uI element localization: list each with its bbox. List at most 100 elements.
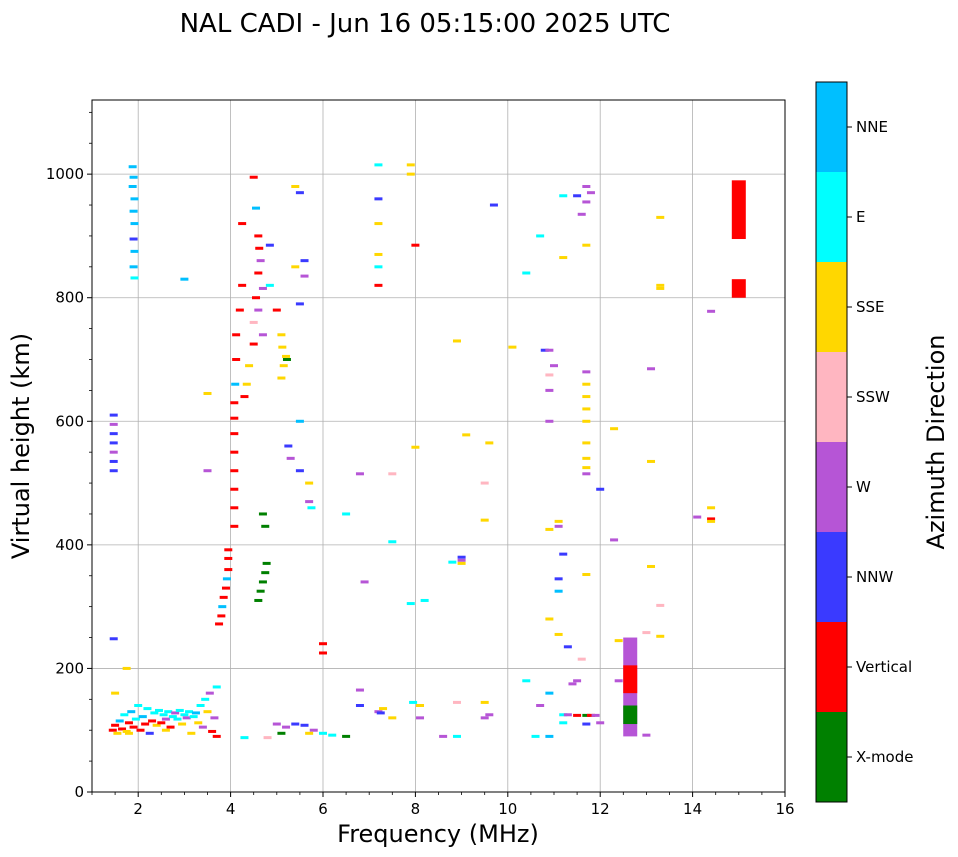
echo-point xyxy=(124,721,133,725)
echo-point xyxy=(109,422,118,426)
echo-point xyxy=(582,395,591,399)
echo-point xyxy=(388,472,397,476)
echo-point xyxy=(120,713,129,717)
echo-point xyxy=(230,416,239,420)
echo-point xyxy=(130,249,139,253)
echo-point xyxy=(187,731,196,735)
echo-point xyxy=(230,432,239,436)
echo-point xyxy=(379,707,388,711)
echo-point xyxy=(480,481,489,485)
echo-point xyxy=(374,163,383,167)
echo-point xyxy=(522,271,531,275)
colorbar-segment xyxy=(816,352,847,442)
echo-point xyxy=(559,256,568,260)
echo-point xyxy=(374,222,383,226)
x-tick-label: 12 xyxy=(591,800,610,818)
echo-point xyxy=(577,657,586,661)
echo-point xyxy=(198,725,207,729)
echo-point xyxy=(577,212,586,216)
echo-point xyxy=(642,631,651,635)
echo-point xyxy=(205,691,214,695)
echo-bar xyxy=(731,279,746,298)
echo-point xyxy=(462,433,471,437)
x-tick-label: 4 xyxy=(226,800,236,818)
echo-point xyxy=(328,733,337,737)
echo-point xyxy=(586,713,595,717)
echo-point xyxy=(129,725,138,729)
echo-point xyxy=(130,222,139,226)
echo-point xyxy=(238,283,247,287)
echo-point xyxy=(485,713,494,717)
chart-title: NAL CADI - Jun 16 05:15:00 2025 UTC xyxy=(180,9,671,39)
echo-point xyxy=(300,259,309,263)
y-tick-label: 600 xyxy=(55,412,84,430)
echo-point xyxy=(152,723,161,727)
echo-point xyxy=(161,717,170,721)
colorbar-frame xyxy=(815,81,848,803)
echo-point xyxy=(406,602,415,606)
echo-point xyxy=(111,691,120,695)
echo-point xyxy=(122,729,131,733)
y-tick-label: 400 xyxy=(55,536,84,554)
echo-point xyxy=(647,564,656,568)
echo-point xyxy=(291,265,300,269)
echo-point xyxy=(286,456,295,460)
echo-point xyxy=(210,716,219,720)
echo-point xyxy=(109,413,118,417)
echo-point xyxy=(255,246,264,250)
echo-point xyxy=(693,515,702,519)
grid-lines xyxy=(92,100,785,792)
echo-point xyxy=(203,710,212,714)
echo-point xyxy=(232,333,241,337)
echo-point xyxy=(545,419,554,423)
echo-point xyxy=(291,722,300,726)
echo-point xyxy=(249,342,258,346)
x-axis-label: Frequency (MHz) xyxy=(337,820,539,848)
colorbar-tick-label: W xyxy=(856,478,871,496)
echo-point xyxy=(582,713,591,717)
echo-point xyxy=(122,666,131,670)
echo-point xyxy=(707,519,716,523)
echo-point xyxy=(582,185,591,188)
echo-point xyxy=(360,580,369,584)
echo-point xyxy=(254,271,263,275)
echo-point xyxy=(224,568,233,572)
echo-point xyxy=(508,345,517,349)
echo-point xyxy=(550,364,558,368)
echo-point xyxy=(180,713,189,717)
echo-point xyxy=(305,731,314,735)
echo-point xyxy=(230,506,239,510)
echo-point xyxy=(265,283,274,287)
echo-point xyxy=(272,308,281,312)
echo-point xyxy=(235,308,244,312)
echo-point xyxy=(452,700,461,704)
echo-point xyxy=(295,469,304,473)
echo-point xyxy=(540,348,549,352)
colorbar: X-mode Vertical NNW W SSW SSE E NNE xyxy=(815,81,913,803)
echo-point xyxy=(707,517,716,521)
echo-point xyxy=(109,637,118,641)
colorbar-tick-label: SSW xyxy=(856,388,890,406)
echo-point xyxy=(166,725,175,729)
echo-point xyxy=(374,283,383,287)
echo-point xyxy=(559,721,568,725)
colorbar-label: Azimuth Direction xyxy=(922,335,950,550)
echo-bar xyxy=(623,665,638,694)
echo-point xyxy=(203,469,212,473)
echo-point xyxy=(307,506,316,510)
echo-point xyxy=(416,704,425,707)
echo-point xyxy=(582,407,591,411)
echo-point xyxy=(489,203,498,207)
colorbar-tick-label: Vertical xyxy=(856,658,912,676)
echo-point xyxy=(554,632,563,636)
echo-bar xyxy=(623,705,638,725)
x-tick-label: 2 xyxy=(133,800,143,818)
echo-point xyxy=(388,540,397,544)
echo-point xyxy=(203,391,212,395)
echo-point xyxy=(582,573,591,577)
colorbar-segment xyxy=(816,712,847,802)
echo-point xyxy=(582,441,591,445)
colorbar-tick-label: SSE xyxy=(856,298,885,316)
echo-point xyxy=(480,716,489,720)
echo-point xyxy=(355,688,364,692)
